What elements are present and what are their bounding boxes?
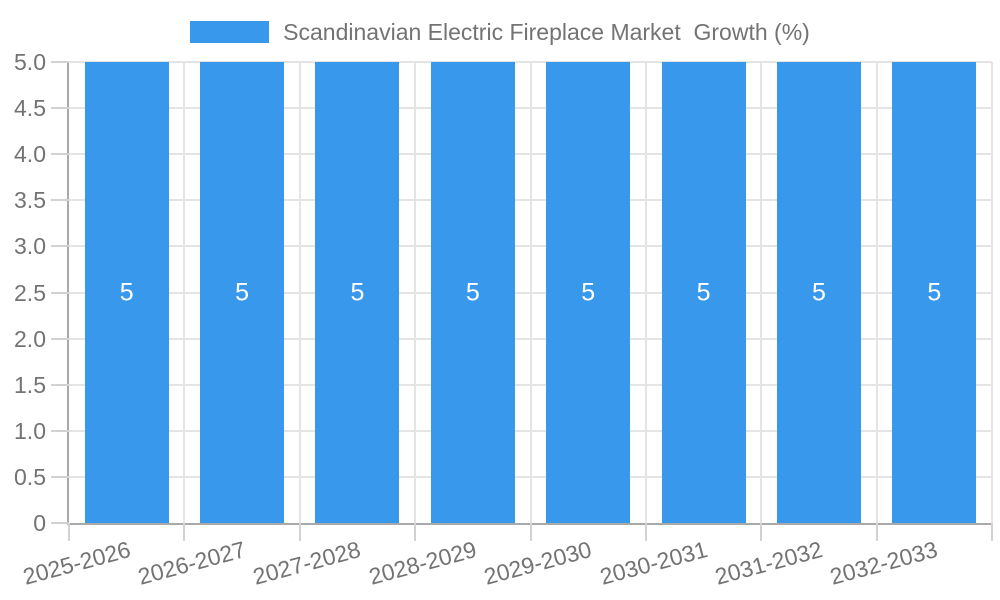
x-tick-mark bbox=[183, 523, 186, 541]
y-tick-mark bbox=[51, 522, 69, 524]
x-axis-label: 2025-2026 bbox=[19, 536, 133, 590]
x-tick-mark bbox=[991, 523, 993, 541]
x-axis-label: 2027-2028 bbox=[250, 536, 364, 590]
bar-2032-2033[interactable]: 5 bbox=[892, 62, 977, 523]
bar-value-label: 5 bbox=[581, 278, 596, 306]
x-axis-label: 2031-2032 bbox=[712, 536, 826, 590]
y-tick-mark bbox=[51, 337, 69, 340]
y-tick-mark bbox=[51, 245, 69, 248]
x-gridline bbox=[529, 62, 532, 523]
x-gridline bbox=[644, 62, 647, 523]
y-axis-label: 5.0 bbox=[14, 49, 46, 75]
y-tick-mark bbox=[51, 429, 69, 432]
bar-2031-2032[interactable]: 5 bbox=[776, 62, 861, 523]
x-tick-mark bbox=[68, 523, 70, 541]
legend-label: Scandinavian Electric Fireplace Market G… bbox=[283, 19, 810, 45]
bar-2026-2027[interactable]: 5 bbox=[200, 62, 285, 523]
y-tick-mark bbox=[51, 107, 69, 110]
x-gridline bbox=[298, 62, 301, 523]
x-gridline bbox=[414, 62, 417, 523]
bar-value-label: 5 bbox=[119, 278, 134, 306]
x-tick-mark bbox=[529, 523, 532, 541]
y-axis-labels: 0 0.5 1.0 1.5 2.0 2.5 3.0 3.5 4.0 4.5 5.0 bbox=[0, 51, 46, 535]
y-axis-label: 2.5 bbox=[14, 279, 46, 306]
y-tick-mark bbox=[51, 383, 69, 386]
legend-swatch-icon bbox=[190, 21, 270, 43]
y-axis-label: 4.0 bbox=[14, 141, 46, 168]
x-axis-label: 2032-2033 bbox=[827, 536, 941, 590]
bar-value-label: 5 bbox=[350, 278, 365, 306]
y-axis-label: 1.5 bbox=[14, 371, 46, 398]
x-gridline bbox=[183, 62, 186, 523]
x-tick-mark bbox=[414, 523, 417, 541]
y-axis-label: 0 bbox=[33, 510, 46, 536]
bar-2025-2026[interactable]: 5 bbox=[84, 62, 169, 523]
x-axis-label: 2026-2027 bbox=[135, 536, 249, 590]
bar-2030-2031[interactable]: 5 bbox=[661, 62, 746, 523]
x-tick-mark bbox=[644, 523, 647, 541]
y-axis-label: 3.5 bbox=[14, 187, 46, 214]
bar-value-label: 5 bbox=[811, 278, 826, 306]
bar-value-label: 5 bbox=[696, 278, 711, 306]
x-axis-labels: 2025-2026 2026-2027 2027-2028 2028-2029 2029… bbox=[20, 525, 992, 600]
y-axis-label: 3.0 bbox=[14, 233, 46, 260]
y-tick-mark bbox=[51, 291, 69, 294]
plot-area: 5 5 5 5 5 5 5 5 bbox=[51, 61, 993, 541]
bar-value-label: 5 bbox=[465, 278, 480, 306]
x-axis-label: 2029-2030 bbox=[481, 536, 595, 590]
bar-2029-2030[interactable]: 5 bbox=[546, 62, 631, 523]
bar-value-label: 5 bbox=[927, 278, 942, 306]
y-axis-label: 0.5 bbox=[14, 463, 46, 490]
x-axis-label: 2028-2029 bbox=[366, 536, 480, 590]
y-tick-mark bbox=[51, 61, 69, 63]
bar-value-label: 5 bbox=[235, 278, 250, 306]
bar-2028-2029[interactable]: 5 bbox=[430, 62, 515, 523]
y-tick-mark bbox=[51, 475, 69, 478]
x-gridline bbox=[875, 62, 878, 523]
x-axis-label: 2030-2031 bbox=[596, 536, 710, 590]
y-axis-label: 1.0 bbox=[14, 417, 46, 444]
y-axis-label: 4.5 bbox=[14, 95, 46, 122]
x-tick-mark bbox=[760, 523, 763, 541]
x-tick-mark bbox=[298, 523, 301, 541]
legend: Scandinavian Electric Fireplace Market G… bbox=[0, 19, 1000, 45]
x-gridline bbox=[991, 62, 993, 523]
legend-item[interactable]: Scandinavian Electric Fireplace Market G… bbox=[190, 19, 810, 45]
bar-2027-2028[interactable]: 5 bbox=[315, 62, 400, 523]
x-tick-mark bbox=[875, 523, 878, 541]
y-tick-mark bbox=[51, 153, 69, 156]
y-axis-label: 2.0 bbox=[14, 325, 46, 352]
y-tick-mark bbox=[51, 199, 69, 202]
x-gridline bbox=[760, 62, 763, 523]
